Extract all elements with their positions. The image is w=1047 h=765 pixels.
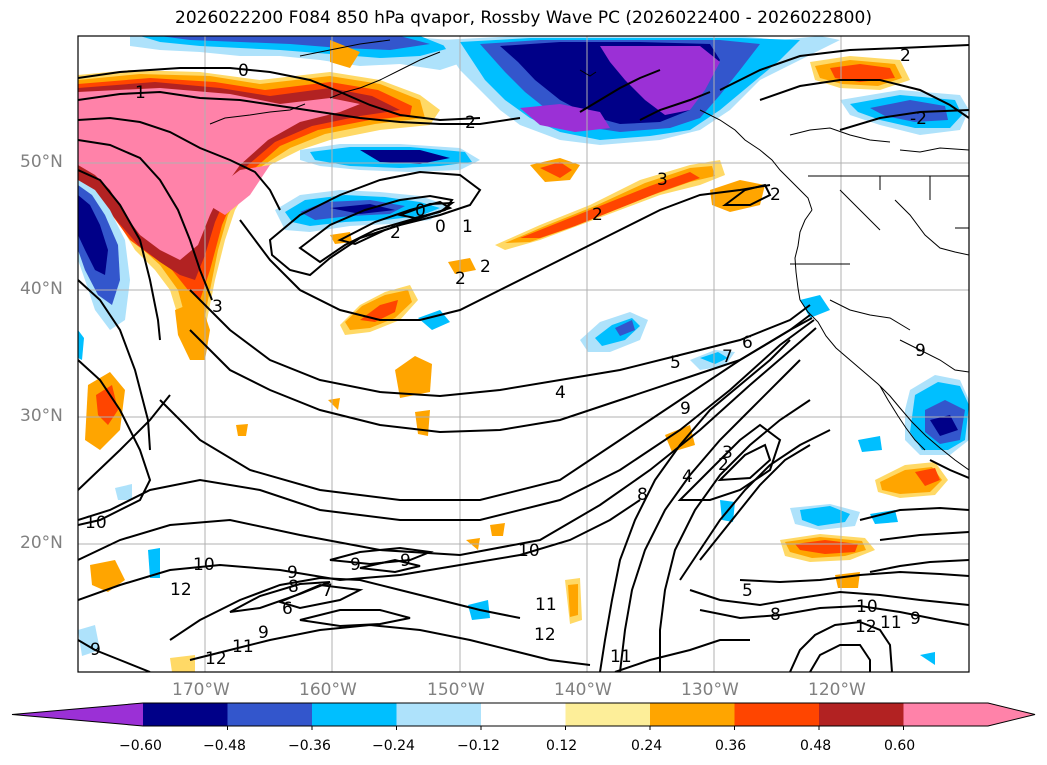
colorbar-extend-max bbox=[988, 703, 1035, 726]
lon-label-130w: 130°W bbox=[681, 680, 739, 700]
contour-label: 2 bbox=[455, 269, 466, 289]
contour-label: 2 bbox=[900, 46, 911, 66]
lon-label-140w: 140°W bbox=[554, 680, 612, 700]
contour-label: 9 bbox=[350, 555, 361, 575]
map-frame bbox=[77, 35, 970, 673]
contour-label: 3 bbox=[722, 443, 733, 463]
lat-label-30n: 30°N bbox=[20, 406, 63, 426]
colorbar-segment bbox=[734, 703, 820, 726]
contour-label: 7 bbox=[722, 347, 733, 367]
contour-label: 10 bbox=[193, 555, 215, 575]
colorbar-tick-label: −0.36 bbox=[288, 738, 331, 754]
contour-label: 8 bbox=[770, 605, 781, 625]
contour-label: 0 bbox=[238, 61, 249, 81]
colorbar-segment bbox=[312, 703, 397, 726]
contour-label: 12 bbox=[855, 617, 877, 637]
contour-label: 2 bbox=[465, 113, 476, 133]
contour-label: 2 bbox=[770, 185, 781, 205]
contour-label: 2 bbox=[390, 223, 401, 243]
map-plot-area: 0 1 2 0 2 -2 0 1 2 3 2 2 2 3 2 4 5 6 7 9… bbox=[78, 36, 969, 672]
colorbar-segment bbox=[396, 703, 482, 726]
contour-label: 9 bbox=[90, 640, 101, 660]
colorbar-tick-label: 0.48 bbox=[800, 738, 832, 754]
contour-label: 9 bbox=[287, 563, 298, 583]
contour-label: 12 bbox=[170, 580, 192, 600]
contour-label: 11 bbox=[610, 647, 632, 667]
lon-label-160w: 160°W bbox=[299, 680, 357, 700]
contour-label: 9 bbox=[400, 551, 411, 571]
lat-label-40n: 40°N bbox=[20, 279, 63, 299]
contour-label: 4 bbox=[555, 383, 566, 403]
contour-label: 6 bbox=[282, 599, 293, 619]
contour-label: 10 bbox=[856, 597, 878, 617]
lat-label-20n: 20°N bbox=[20, 533, 63, 553]
colorbar-tick-label: −0.24 bbox=[372, 738, 415, 754]
coastlines bbox=[209, 39, 969, 471]
contour-label: 11 bbox=[535, 595, 557, 615]
contour-label: 9 bbox=[910, 609, 921, 629]
contour-label: 8 bbox=[288, 577, 299, 597]
contour-label: 9 bbox=[915, 341, 926, 361]
contour-label: 8 bbox=[637, 485, 648, 505]
contour-label: 7 bbox=[322, 581, 333, 601]
map-title: 2026022200 F084 850 hPa qvapor, Rossby W… bbox=[175, 8, 872, 28]
contour-label: 11 bbox=[880, 613, 902, 633]
colorbar-tick-label: −0.60 bbox=[119, 738, 162, 754]
contour-label: 4 bbox=[682, 467, 693, 487]
colorbar-tick-label: 0.12 bbox=[546, 738, 578, 754]
contour-label: 3 bbox=[212, 297, 223, 317]
contour-label: 9 bbox=[680, 399, 691, 419]
contour-label: -2 bbox=[910, 109, 927, 129]
colorbar-tick-label: −0.12 bbox=[457, 738, 500, 754]
colorbar-extend-min bbox=[12, 703, 143, 726]
colorbar bbox=[11, 702, 1036, 730]
contour-label: 9 bbox=[258, 623, 269, 643]
contour-label: 12 bbox=[534, 625, 556, 645]
colorbar-segment bbox=[227, 703, 313, 726]
contour-label: 10 bbox=[85, 513, 107, 533]
contour-label: 11 bbox=[232, 637, 254, 657]
colorbar-segment bbox=[481, 703, 566, 726]
colorbar-tick-label: 0.36 bbox=[715, 738, 747, 754]
lon-label-120w: 120°W bbox=[808, 680, 866, 700]
colorbar-segment bbox=[819, 703, 904, 726]
contour-label: 2 bbox=[480, 257, 491, 277]
lon-label-150w: 150°W bbox=[427, 680, 485, 700]
contour-label: 2 bbox=[718, 455, 729, 475]
colorbar-tick-label: 0.24 bbox=[631, 738, 663, 754]
contour-label: 10 bbox=[518, 541, 540, 561]
colorbar-tick-label: −0.48 bbox=[203, 738, 246, 754]
colorbar-segment bbox=[650, 703, 735, 726]
contour-label: 5 bbox=[670, 353, 681, 373]
contour-label: 1 bbox=[462, 217, 473, 237]
contour-label: 0 bbox=[415, 201, 426, 221]
lon-label-170w: 170°W bbox=[172, 680, 230, 700]
contour-label: 2 bbox=[592, 205, 603, 225]
contour-label-group: 0 1 2 0 2 -2 0 1 2 3 2 2 2 3 2 4 5 6 7 9… bbox=[85, 46, 927, 669]
contour-label: 3 bbox=[657, 170, 668, 190]
contour-label: 5 bbox=[742, 581, 753, 601]
contour-label: 6 bbox=[742, 333, 753, 353]
colorbar-segment bbox=[903, 703, 989, 726]
contour-label: 1 bbox=[135, 83, 146, 103]
contour-label: 12 bbox=[205, 649, 227, 669]
colorbar-tick-label: 0.60 bbox=[884, 738, 916, 754]
contour-label: 0 bbox=[435, 217, 446, 237]
contour-lines bbox=[78, 44, 969, 672]
colorbar-outline bbox=[11, 702, 1036, 727]
lat-label-50n: 50°N bbox=[20, 152, 63, 172]
graticule bbox=[78, 36, 969, 672]
colorbar-segment bbox=[143, 703, 228, 726]
shaded-anomalies bbox=[78, 36, 969, 672]
colorbar-segment bbox=[565, 703, 651, 726]
